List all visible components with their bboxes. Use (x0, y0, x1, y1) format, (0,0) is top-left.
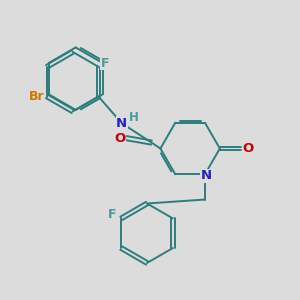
Text: F: F (107, 208, 116, 221)
Text: H: H (129, 111, 139, 124)
Text: N: N (116, 117, 127, 130)
Text: F: F (101, 57, 109, 70)
Text: Br: Br (29, 90, 44, 103)
Text: O: O (114, 132, 125, 145)
Text: N: N (201, 169, 212, 182)
Text: O: O (242, 142, 254, 155)
